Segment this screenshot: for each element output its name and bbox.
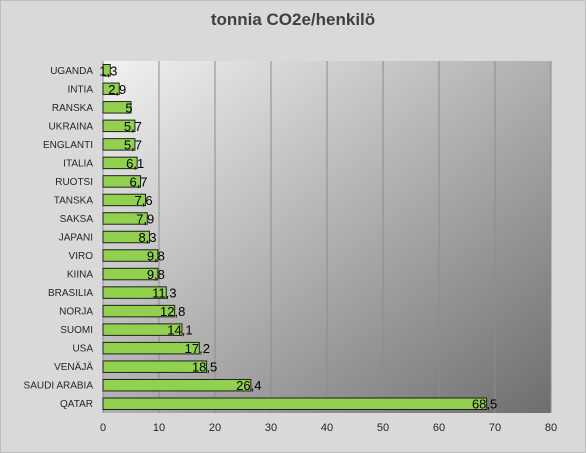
category-label: JAPANI bbox=[59, 233, 93, 244]
category-label: SAUDI ARABIA bbox=[24, 381, 94, 392]
bar bbox=[102, 286, 167, 299]
data-label: 12,8 bbox=[160, 304, 185, 319]
data-label: 68,5 bbox=[472, 397, 497, 412]
bar bbox=[102, 267, 159, 281]
bar bbox=[102, 101, 132, 114]
data-label: 6,1 bbox=[126, 156, 144, 171]
bar bbox=[102, 193, 147, 207]
category-label: ITALIA bbox=[63, 158, 93, 169]
category-label: UKRAINA bbox=[49, 121, 94, 132]
category-label: USA bbox=[72, 344, 93, 355]
chart-title: tonnia CO2e/henkilö bbox=[210, 10, 376, 29]
x-tick-label: 70 bbox=[489, 422, 501, 434]
bar bbox=[102, 64, 111, 77]
category-label: INTIA bbox=[67, 84, 93, 95]
data-label: 1,3 bbox=[99, 63, 117, 78]
data-label: 18,5 bbox=[192, 360, 217, 375]
category-label: SUOMI bbox=[60, 325, 93, 336]
x-tick-label: 80 bbox=[545, 422, 557, 434]
category-label: ENGLANTI bbox=[43, 140, 93, 151]
x-tick-label: 30 bbox=[265, 422, 277, 434]
bar bbox=[102, 249, 159, 262]
data-label: 2,9 bbox=[108, 82, 126, 97]
data-label: 7,6 bbox=[135, 193, 153, 208]
data-label: 11,3 bbox=[152, 286, 176, 301]
category-label: QATAR bbox=[60, 399, 93, 410]
data-label: 14,1 bbox=[167, 323, 192, 338]
data-label: 9,8 bbox=[147, 249, 165, 264]
bar bbox=[102, 119, 136, 133]
bar bbox=[102, 212, 148, 225]
x-tick-label: 10 bbox=[153, 422, 165, 434]
category-label: TANSKA bbox=[54, 195, 94, 206]
bar bbox=[102, 230, 150, 244]
category-label: KIINA bbox=[67, 270, 93, 281]
x-tick-label: 0 bbox=[100, 422, 106, 434]
category-labels: QATAR SAUDI ARABIA VENÄJÄ USA SUOMI NORJA BRAS… bbox=[24, 66, 94, 410]
x-tick-label: 50 bbox=[377, 422, 389, 434]
data-label: 5 bbox=[125, 100, 132, 115]
x-tick-label: 60 bbox=[433, 422, 445, 434]
x-tick-label: 40 bbox=[321, 422, 333, 434]
category-label: BRASILIA bbox=[48, 288, 93, 299]
bar bbox=[102, 341, 200, 355]
category-label: NORJA bbox=[59, 307, 93, 318]
bar bbox=[102, 175, 142, 188]
category-label: VIRO bbox=[69, 251, 94, 262]
data-label: 17,2 bbox=[185, 341, 210, 356]
data-label: 6,7 bbox=[129, 174, 147, 189]
data-label: 26,4 bbox=[236, 378, 261, 393]
data-label: 5,7 bbox=[124, 137, 142, 152]
data-label: 9,8 bbox=[147, 267, 165, 282]
category-label: RANSKA bbox=[52, 103, 93, 114]
bar bbox=[102, 156, 138, 170]
bar bbox=[102, 82, 120, 96]
bar bbox=[102, 397, 488, 410]
category-label: UGANDA bbox=[50, 66, 93, 77]
bar bbox=[102, 138, 136, 151]
bar bbox=[102, 323, 183, 336]
data-label: 7,9 bbox=[136, 211, 154, 226]
data-label: 5,7 bbox=[124, 119, 142, 134]
category-label: VENÄJÄ bbox=[54, 361, 93, 373]
x-tick-label: 20 bbox=[209, 422, 221, 434]
bar bbox=[102, 360, 208, 373]
data-label: 8,3 bbox=[138, 230, 156, 245]
bars bbox=[102, 64, 488, 410]
x-axis-ticks: 0 10 20 30 40 50 60 70 80 bbox=[100, 422, 557, 434]
bar bbox=[102, 304, 176, 318]
bar bbox=[102, 378, 252, 392]
category-label: SAKSA bbox=[60, 214, 94, 225]
category-label: RUOTSI bbox=[55, 177, 93, 188]
data-labels: 68,5 26,4 18,5 17,2 14,1 12,8 11,3 9,8 9,8 8,3 7,9… bbox=[99, 63, 497, 411]
